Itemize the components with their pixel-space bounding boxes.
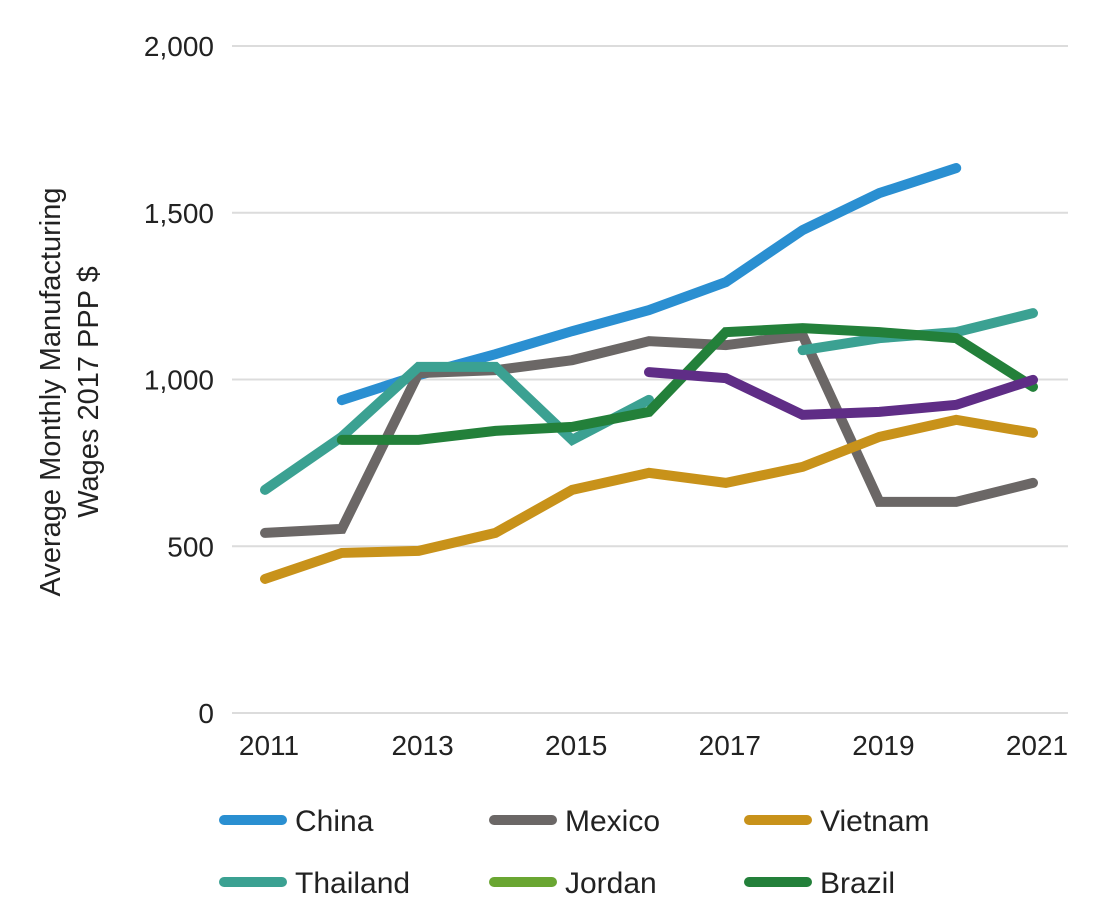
y-axis-label-line-2: Wages 2017 PPP $ <box>73 266 105 518</box>
legend-label-jordan: Jordan <box>565 867 657 900</box>
series-lines <box>260 163 1038 584</box>
series-line-vietnam <box>260 414 1038 584</box>
gridlines <box>232 45 1068 714</box>
x-tick-label: 2019 <box>852 730 914 761</box>
series-line-unlabeled <box>644 367 1038 420</box>
series-line-thailand <box>260 361 654 495</box>
y-axis-ticks: 0 500 1,000 1,500 2,000 <box>144 31 214 729</box>
y-tick-label: 2,000 <box>144 31 214 62</box>
legend-label-thailand: Thailand <box>295 867 410 900</box>
legend-label-vietnam: Vietnam <box>820 805 930 838</box>
x-tick-label: 2011 <box>239 730 299 761</box>
x-tick-label: 2021 <box>1006 730 1068 761</box>
legend-label-mexico: Mexico <box>565 805 660 838</box>
legend-label-brazil: Brazil <box>820 867 895 900</box>
y-tick-label: 500 <box>167 531 214 562</box>
x-tick-label: 2013 <box>391 730 453 761</box>
legend-label-china: China <box>295 805 374 838</box>
y-axis-label-line-1: Average Monthly Manufacturing <box>35 188 67 597</box>
series-line-mexico <box>260 329 1038 538</box>
y-tick-label: 1,000 <box>144 365 214 396</box>
x-axis-ticks: 2011 2013 2015 2017 2019 2021 <box>239 730 1068 761</box>
legend: China Mexico Vietnam Thailand Jordan Brazil <box>219 805 930 900</box>
y-tick-label: 1,500 <box>144 198 214 229</box>
x-tick-label: 2015 <box>545 730 607 761</box>
y-tick-label: 0 <box>198 698 214 729</box>
x-tick-label: 2017 <box>699 730 761 761</box>
